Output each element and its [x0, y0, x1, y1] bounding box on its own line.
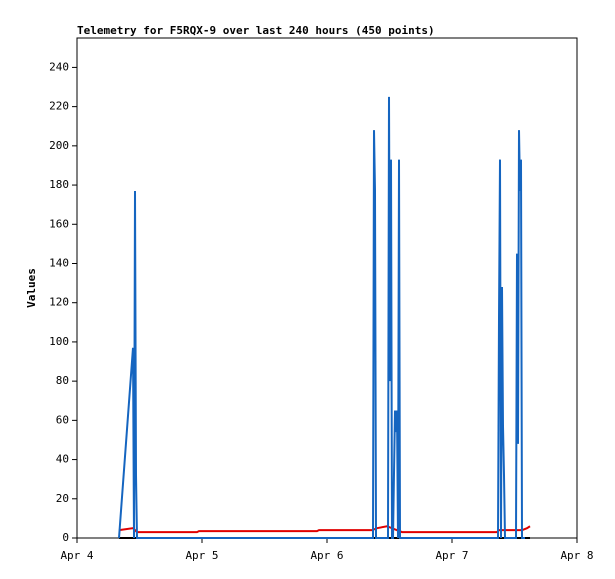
x-tick-label: Apr 6 [310, 549, 343, 562]
x-tick-label: Apr 8 [560, 549, 593, 562]
y-axis-label: Values [25, 268, 38, 308]
y-tick-label: 80 [56, 374, 69, 387]
y-tick-label: 0 [62, 531, 69, 544]
series-line [118, 525, 531, 534]
y-tick-label: 200 [49, 139, 69, 152]
y-tick-label: 120 [49, 296, 69, 309]
y-tick-label: 140 [49, 256, 69, 269]
x-tick-label: Apr 7 [435, 549, 468, 562]
y-tick-label: 160 [49, 217, 69, 230]
y-tick-label: 180 [49, 178, 69, 191]
y-tick-label: 40 [56, 453, 69, 466]
chart-title: Telemetry for F5RQX-9 over last 240 hour… [77, 24, 435, 37]
series-line [118, 96, 525, 539]
y-tick-label: 220 [49, 100, 69, 113]
y-tick-label: 100 [49, 335, 69, 348]
y-tick-label: 240 [49, 60, 69, 73]
y-tick-label: 60 [56, 413, 69, 426]
x-tick-label: Apr 4 [60, 549, 93, 562]
x-tick-label: Apr 5 [185, 549, 218, 562]
y-tick-label: 20 [56, 492, 69, 505]
